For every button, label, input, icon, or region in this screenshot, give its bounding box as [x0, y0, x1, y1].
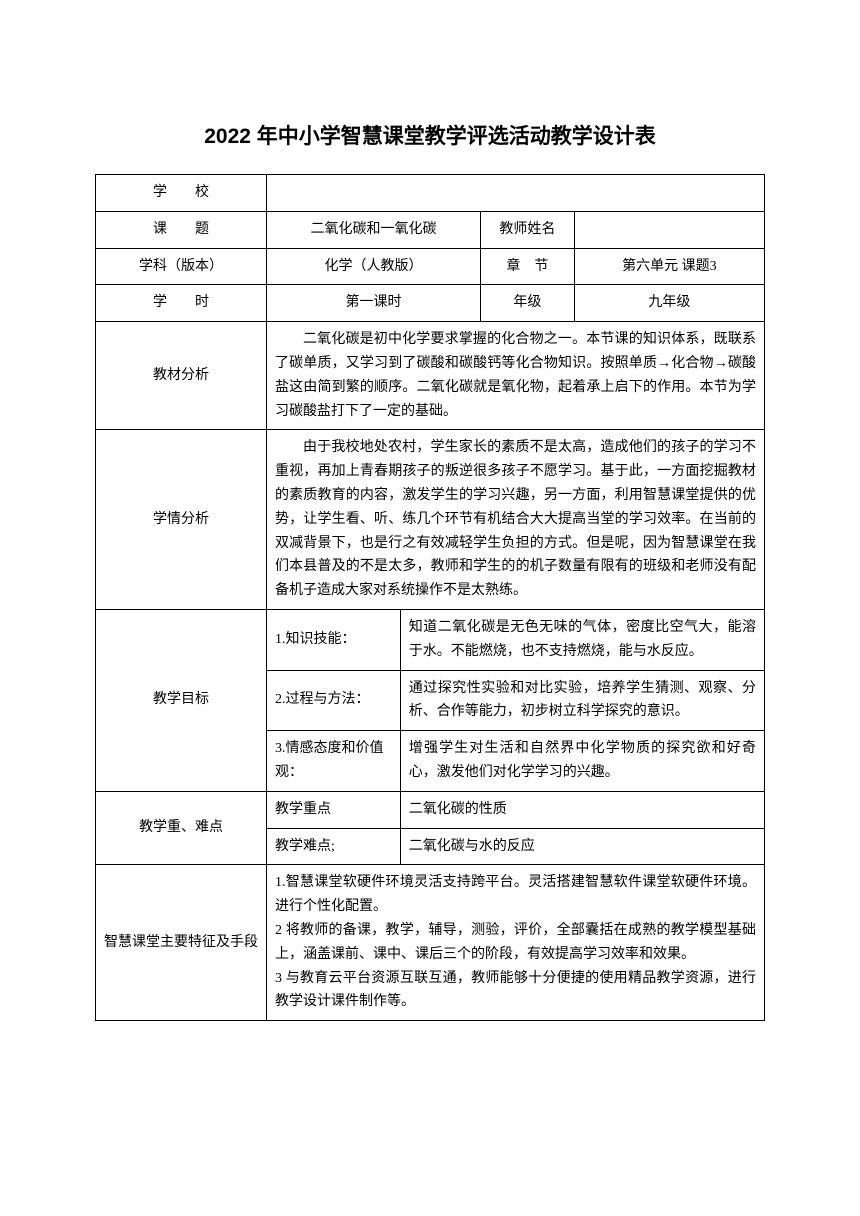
student-label: 学情分析 — [96, 430, 267, 610]
knowledge-label: 1.知识技能： — [267, 609, 401, 670]
row-objective-knowledge: 教学目标 1.知识技能： 知道二氧化碳是无色无味的气体，密度比空气大，能溶于水。… — [96, 609, 765, 670]
subject-value: 化学（人教版） — [267, 248, 481, 285]
objectives-label: 教学目标 — [96, 609, 267, 791]
teacher-value — [574, 211, 764, 248]
student-content: 由于我校地处农村，学生家长的素质不是太高，造成他们的孩子的学习不重视，再加上青春… — [267, 430, 765, 610]
textbook-label: 教材分析 — [96, 322, 267, 430]
feature-item-3: 3 与教育云平台资源互联互通，教师能够十分便捷的使用精品教学资源，进行教学设计课… — [275, 967, 756, 1015]
subject-label: 学科（版本） — [96, 248, 267, 285]
teacher-label: 教师姓名 — [481, 211, 575, 248]
chapter-value: 第六单元 课题3 — [574, 248, 764, 285]
process-label: 2.过程与方法： — [267, 670, 401, 731]
feature-item-1: 1.智慧课堂软硬件环境灵活支持跨平台。灵活搭建智慧软件课堂软硬件环境。进行个性化… — [275, 871, 756, 919]
page-title: 2022 年中小学智慧课堂教学评选活动教学设计表 — [95, 120, 765, 150]
row-student-analysis: 学情分析 由于我校地处农村，学生家长的素质不是太高，造成他们的孩子的学习不重视，… — [96, 430, 765, 610]
design-table: 学 校 课 题 二氧化碳和一氧化碳 教师姓名 学科（版本） 化学（人教版） 章 … — [95, 174, 765, 1021]
topic-label: 课 题 — [96, 211, 267, 248]
school-label: 学 校 — [96, 175, 267, 212]
row-subject: 学科（版本） 化学（人教版） 章 节 第六单元 课题3 — [96, 248, 765, 285]
period-value: 第一课时 — [267, 285, 481, 322]
period-label: 学 时 — [96, 285, 267, 322]
grade-label: 年级 — [481, 285, 575, 322]
grade-value: 九年级 — [574, 285, 764, 322]
emotion-label: 3.情感态度和价值观： — [267, 731, 401, 792]
keypoints-label: 教学重、难点 — [96, 791, 267, 865]
row-features: 智慧课堂主要特征及手段 1.智慧课堂软硬件环境灵活支持跨平台。灵活搭建智慧软件课… — [96, 865, 765, 1021]
row-topic: 课 题 二氧化碳和一氧化碳 教师姓名 — [96, 211, 765, 248]
knowledge-content: 知道二氧化碳是无色无味的气体，密度比空气大，能溶于水。不能燃烧，也不支持燃烧，能… — [400, 609, 764, 670]
row-period: 学 时 第一课时 年级 九年级 — [96, 285, 765, 322]
topic-value: 二氧化碳和一氧化碳 — [267, 211, 481, 248]
difficulty-label: 教学难点; — [267, 828, 401, 865]
row-textbook-analysis: 教材分析 二氧化碳是初中化学要求掌握的化合物之一。本节课的知识体系，既联系了碳单… — [96, 322, 765, 430]
emotion-content: 增强学生对生活和自然界中化学物质的探究欲和好奇心，激发他们对化学学习的兴趣。 — [400, 731, 764, 792]
focus-content: 二氧化碳的性质 — [400, 791, 764, 828]
process-content: 通过探究性实验和对比实验，培养学生猜测、观察、分析、合作等能力，初步树立科学探究… — [400, 670, 764, 731]
row-school: 学 校 — [96, 175, 765, 212]
row-focus: 教学重、难点 教学重点 二氧化碳的性质 — [96, 791, 765, 828]
school-value — [267, 175, 765, 212]
textbook-content: 二氧化碳是初中化学要求掌握的化合物之一。本节课的知识体系，既联系了碳单质，又学习… — [267, 322, 765, 430]
difficulty-content: 二氧化碳与水的反应 — [400, 828, 764, 865]
chapter-label: 章 节 — [481, 248, 575, 285]
feature-item-2: 2 将教师的备课，教学，辅导，测验，评价，全部囊括在成熟的教学模型基础上，涵盖课… — [275, 919, 756, 967]
features-label: 智慧课堂主要特征及手段 — [96, 865, 267, 1021]
focus-label: 教学重点 — [267, 791, 401, 828]
features-content: 1.智慧课堂软硬件环境灵活支持跨平台。灵活搭建智慧软件课堂软硬件环境。进行个性化… — [267, 865, 765, 1021]
